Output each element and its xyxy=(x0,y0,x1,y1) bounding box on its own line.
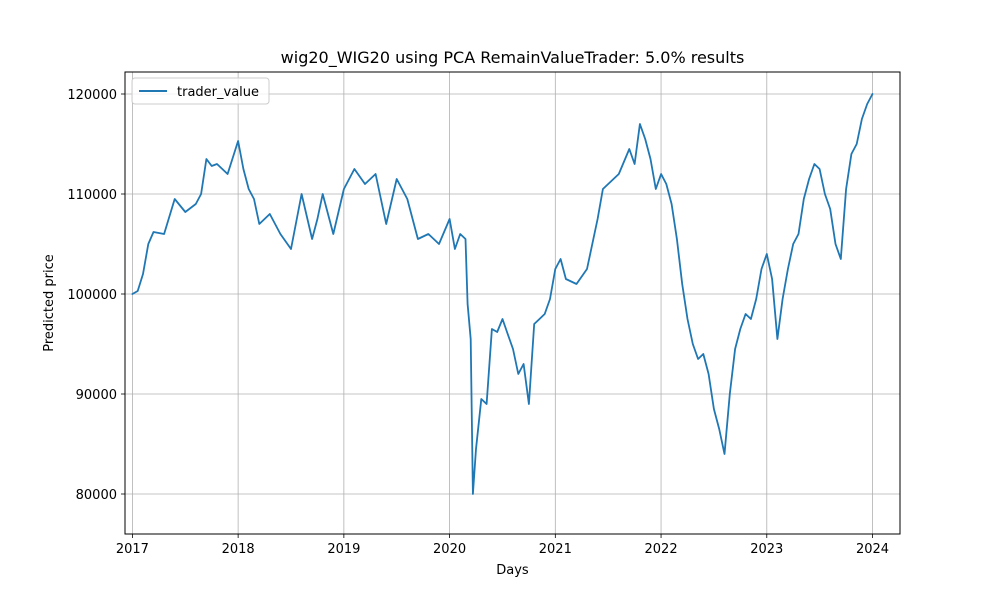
y-axis: 80000 90000 100000 110000 120000 xyxy=(67,88,125,503)
x-tick-label: 2024 xyxy=(856,542,889,557)
y-tick-label: 120000 xyxy=(67,88,117,103)
legend-box xyxy=(131,77,270,105)
x-axis: 2017 2018 2019 2020 2021 2022 2023 2024 xyxy=(116,534,889,557)
x-tick-label: 2020 xyxy=(433,542,466,557)
x-tick-label: 2017 xyxy=(116,542,149,557)
grid xyxy=(125,72,900,534)
y-axis-label: Predicted price xyxy=(42,254,57,352)
y-tick-label: 110000 xyxy=(67,188,117,203)
x-axis-label: Days xyxy=(496,563,529,578)
y-tick-label: 80000 xyxy=(76,488,117,503)
x-tick-label: 2018 xyxy=(222,542,255,557)
plot-frame xyxy=(124,71,901,535)
chart-title: wig20_WIG20 using PCA RemainValueTrader:… xyxy=(281,48,745,68)
y-tick-label: 90000 xyxy=(76,388,117,403)
x-tick-label: 2019 xyxy=(327,542,360,557)
legend-label-trader-value: trader_value xyxy=(177,85,259,100)
x-tick-label: 2023 xyxy=(750,542,783,557)
x-tick-label: 2021 xyxy=(539,542,572,557)
y-tick-label: 100000 xyxy=(67,288,117,303)
x-tick-label: 2022 xyxy=(645,542,678,557)
legend: trader_value xyxy=(131,77,270,105)
series-layer xyxy=(131,93,874,495)
series-line-trader-value xyxy=(131,93,874,495)
